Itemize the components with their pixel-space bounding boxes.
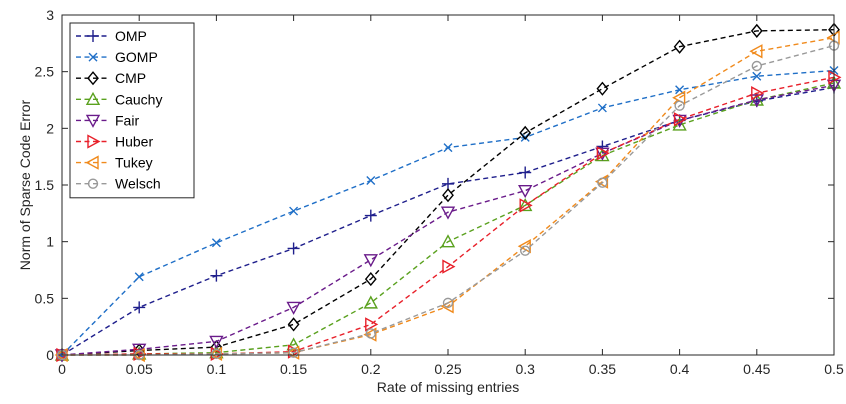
legend-label-tukey: Tukey: [115, 155, 153, 171]
data-point-cmp: [750, 23, 763, 38]
data-point-huber: [365, 317, 379, 332]
y-tick-label: 2.5: [35, 64, 55, 80]
legend-label-fair: Fair: [115, 112, 139, 128]
legend-item-huber: Huber: [76, 134, 153, 150]
y-tick-label: 1.5: [35, 177, 55, 193]
data-point-cauchy: [440, 234, 456, 248]
data-point-fair: [595, 147, 610, 161]
data-point-gomp: [134, 272, 144, 282]
data-point-omp: [133, 301, 146, 314]
data-point-gomp: [211, 238, 221, 248]
legend-item-welsch: Welsch: [76, 176, 161, 192]
series-line-fair: [61, 84, 835, 356]
data-point-huber: [596, 146, 610, 161]
data-point-fair: [749, 94, 764, 108]
data-point-gomp: [366, 175, 376, 185]
data-point-omp: [364, 209, 377, 222]
legend-item-omp: OMP: [76, 28, 147, 44]
data-point-cmp: [519, 125, 532, 140]
legend-box: [69, 22, 195, 199]
data-point-welsch: [442, 297, 454, 309]
x-tick-label: 0.2: [361, 361, 381, 377]
legend-marker-omp: [87, 30, 99, 42]
x-tick-label: 0.15: [280, 361, 307, 377]
x-tick-label: 0.4: [670, 361, 690, 377]
data-point-cmp: [596, 81, 609, 96]
legend-marker-cauchy: [85, 91, 101, 105]
data-point-fair: [518, 184, 533, 199]
legend-marker-fair: [85, 114, 101, 128]
data-point-welsch: [288, 347, 299, 358]
legend-marker-huber: [87, 134, 101, 149]
data-point-huber: [442, 259, 456, 274]
x-tick-label: 0.1: [207, 361, 227, 377]
legend-item-tukey: Tukey: [76, 155, 153, 171]
y-tick-label: 2: [46, 120, 54, 136]
x-axis-label: Rate of missing entries: [377, 379, 519, 395]
data-point-welsch: [365, 328, 376, 339]
data-point-omp: [519, 166, 532, 179]
data-point-fair: [286, 301, 301, 315]
series-layer: [54, 22, 842, 363]
data-point-welsch: [674, 100, 685, 111]
series-line-cauchy: [61, 82, 835, 356]
series-line-cmp: [61, 29, 835, 356]
data-point-omp: [210, 269, 223, 282]
legend-label-huber: Huber: [115, 134, 153, 150]
legend-label-omp: OMP: [115, 28, 147, 44]
data-point-cauchy: [518, 197, 533, 212]
data-point-gomp: [597, 103, 607, 113]
y-axis-label: Norm of Sparse Code Error: [17, 99, 33, 270]
data-point-huber: [751, 86, 765, 101]
x-tick-label: 0.35: [589, 361, 616, 377]
y-tick-label: 1: [46, 234, 54, 250]
x-tick-label: 0.25: [434, 361, 461, 377]
y-tick-label: 0: [46, 347, 54, 363]
legend-item-fair: Fair: [76, 112, 139, 128]
data-point-gomp: [752, 71, 762, 81]
x-tick-label: 0.3: [515, 361, 535, 377]
data-point-gomp: [443, 143, 453, 153]
x-tick-label: 0.45: [743, 361, 770, 377]
x-tick-label: 0: [58, 361, 66, 377]
x-tick-label: 0.5: [824, 361, 844, 377]
legend-item-cmp: CMP: [76, 70, 146, 86]
data-point-welsch: [520, 245, 531, 256]
data-point-cmp: [364, 271, 377, 287]
legend-label-cmp: CMP: [115, 70, 146, 86]
data-point-huber: [673, 112, 688, 127]
legend-item-cauchy: Cauchy: [76, 91, 162, 107]
data-point-omp: [442, 177, 454, 190]
data-point-welsch: [751, 60, 762, 72]
legend-label-welsch: Welsch: [115, 176, 161, 192]
data-point-gomp: [289, 206, 299, 216]
data-point-welsch: [597, 177, 608, 188]
plot-frame: [61, 14, 835, 356]
legend-marker-welsch: [87, 178, 99, 189]
data-point-cmp: [673, 39, 686, 54]
legend-marker-tukey: [85, 155, 99, 170]
data-point-huber: [519, 198, 533, 213]
data-point-omp: [287, 242, 300, 255]
data-point-fair: [363, 254, 378, 268]
y-tick-label: 0.5: [35, 290, 55, 306]
legend: OMP GOMP CMP Cauchy Fair Huber Tukey Welsch: [69, 22, 195, 199]
legend-marker-cmp: [87, 71, 99, 86]
y-tick-label: 3: [46, 7, 54, 23]
legend-label-gomp: GOMP: [115, 49, 158, 65]
legend-marker-gomp: [88, 52, 98, 62]
data-point-cmp: [287, 317, 300, 332]
legend-label-cauchy: Cauchy: [115, 91, 162, 107]
data-point-welsch: [211, 348, 222, 360]
x-tick-label: 0.05: [126, 361, 153, 377]
series-line-welsch: [62, 44, 835, 356]
data-point-fair: [209, 335, 224, 349]
legend-item-gomp: GOMP: [76, 49, 158, 65]
data-point-tukey: [749, 44, 763, 59]
data-point-cmp: [442, 188, 454, 203]
axis-ticks: 0 0.05 0.1 0.15 0.2 0.25 0.3 0.35 0.4 0.45 0.5 0 0.5…: [35, 7, 844, 377]
data-point-cauchy: [363, 295, 378, 309]
data-point-fair: [440, 206, 456, 220]
